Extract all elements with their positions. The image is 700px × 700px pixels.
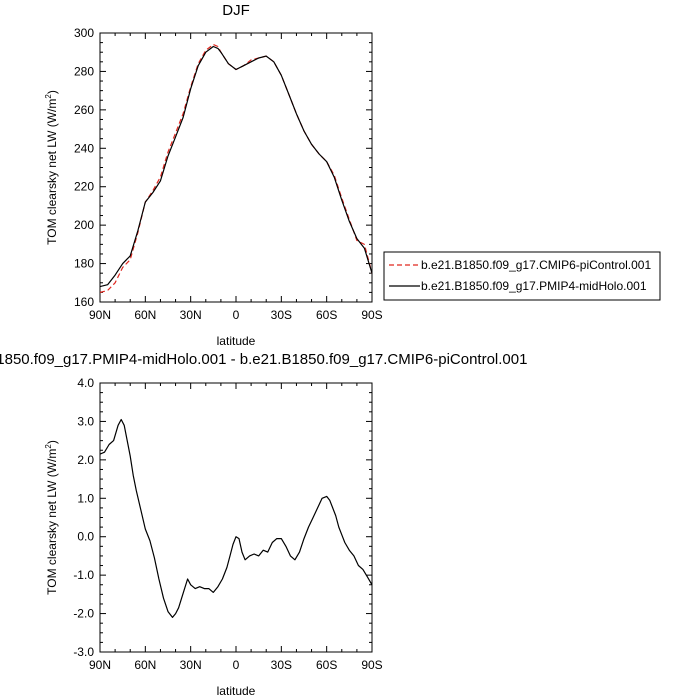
legend-box	[383, 251, 661, 301]
x-tick-label: 0	[233, 308, 240, 322]
chart-title: b.e21.B1850.f09_g17.PMIP4-midHolo.001 - …	[0, 351, 527, 368]
x-tick-label: 30N	[180, 308, 202, 322]
y-tick-label: 180	[74, 257, 94, 271]
chart-title: DJF	[222, 2, 250, 19]
x-tick-label: 90N	[89, 308, 111, 322]
y-tick-label: -3.0	[73, 645, 94, 659]
y-tick-label: 220	[74, 180, 94, 194]
x-tick-label: 90S	[361, 658, 382, 672]
y-tick-label: 3.0	[77, 414, 94, 428]
x-tick-label: 90N	[89, 658, 111, 672]
plot-frame	[99, 382, 373, 653]
y-tick-label: 300	[74, 26, 94, 40]
y-tick-label: 200	[74, 218, 94, 232]
series-line-2	[100, 45, 372, 288]
legend: b.e21.B1850.f09_g17.CMIP6-piControl.001b…	[383, 251, 661, 301]
y-tick-label: -2.0	[73, 607, 94, 621]
y-axis-label: TOM clearsky net LW (W/m2)	[44, 440, 59, 595]
y-tick-label: -1.0	[73, 568, 94, 582]
x-tick-label: 60S	[316, 658, 337, 672]
x-axis-label: latitude	[217, 684, 256, 698]
x-tick-label: 90S	[361, 308, 382, 322]
plot-frame	[99, 32, 373, 303]
x-tick-label: 0	[233, 658, 240, 672]
chart-panel-1: DJF 90N 60N 30N 0 30S 60S 90S 160 180 200 220 240 260…	[44, 2, 661, 348]
x-tick-label: 30S	[271, 658, 292, 672]
y-tick-label: 160	[74, 295, 94, 309]
y-tick-label: 240	[74, 141, 94, 155]
legend-label-2: b.e21.B1850.f09_g17.PMIP4-midHolo.001	[421, 279, 647, 293]
x-tick-label: 30N	[180, 658, 202, 672]
series-line-1	[100, 418, 372, 619]
y-tick-label: 2.0	[77, 453, 94, 467]
x-tick-label: 30S	[271, 308, 292, 322]
x-axis-label: latitude	[217, 334, 256, 348]
chart-panel-2: b.e21.B1850.f09_g17.PMIP4-midHolo.001 - …	[0, 351, 527, 698]
x-tick-label: 60S	[316, 308, 337, 322]
y-tick-label: 1.0	[77, 491, 94, 505]
series-line-1	[100, 43, 372, 293]
y-tick-label: 4.0	[77, 376, 94, 390]
y-tick-label: 260	[74, 103, 94, 117]
x-tick-label: 60N	[134, 308, 156, 322]
y-axis-label: TOM clearsky net LW (W/m2)	[44, 90, 59, 245]
legend-label-1: b.e21.B1850.f09_g17.CMIP6-piControl.001	[421, 258, 651, 272]
y-tick-label: 280	[74, 64, 94, 78]
y-tick-label: 0.0	[77, 530, 94, 544]
x-tick-label: 60N	[134, 658, 156, 672]
